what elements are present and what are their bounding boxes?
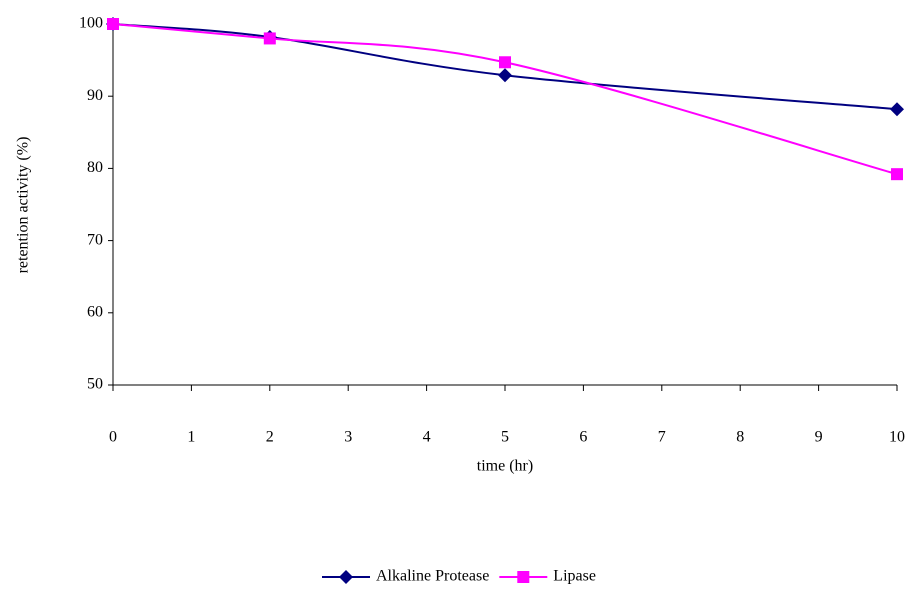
y-tick-label: 80 [87, 159, 103, 176]
x-tick-label: 3 [344, 429, 352, 446]
data-point [499, 56, 511, 68]
data-point [890, 102, 904, 116]
legend-label: Lipase [553, 568, 596, 585]
legend-marker [339, 570, 353, 584]
legend-marker [517, 571, 529, 583]
y-tick-label: 50 [87, 376, 103, 393]
x-tick-label: 10 [889, 429, 905, 446]
page: {"chart_data": {"type": "line", "x_label… [0, 0, 909, 592]
x-tick-label: 8 [736, 429, 744, 446]
data-point [891, 168, 903, 180]
legend-label: Alkaline Protease [376, 568, 489, 585]
y-tick-label: 60 [87, 303, 103, 320]
y-tick-label: 100 [79, 15, 103, 32]
x-tick-label: 1 [187, 429, 195, 446]
x-tick-label: 7 [658, 429, 666, 446]
x-tick-label: 2 [266, 429, 274, 446]
x-axis-title: time (hr) [477, 458, 533, 475]
x-tick-label: 5 [501, 429, 509, 446]
data-point [107, 18, 119, 30]
x-tick-label: 9 [815, 429, 823, 446]
y-tick-label: 70 [87, 231, 103, 248]
data-point [264, 32, 276, 44]
y-axis-title: retention activity (%) [15, 137, 32, 274]
x-tick-label: 0 [109, 429, 117, 446]
x-tick-label: 6 [579, 429, 587, 446]
y-tick-label: 90 [87, 87, 103, 104]
chart: time (hr) retention activity (%) 5060708… [0, 0, 909, 587]
x-tick-label: 4 [423, 429, 431, 446]
data-point [498, 68, 512, 82]
